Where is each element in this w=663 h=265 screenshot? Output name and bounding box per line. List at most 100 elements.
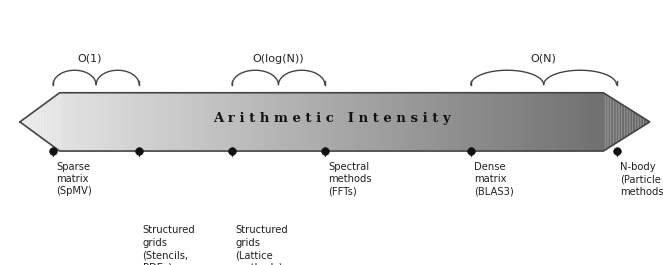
Polygon shape <box>416 93 418 151</box>
Polygon shape <box>546 93 548 151</box>
Polygon shape <box>477 93 478 151</box>
Polygon shape <box>535 93 536 151</box>
Polygon shape <box>66 93 67 151</box>
Polygon shape <box>20 121 21 123</box>
Polygon shape <box>552 93 554 151</box>
Polygon shape <box>163 93 165 151</box>
Polygon shape <box>371 93 373 151</box>
Polygon shape <box>42 105 44 139</box>
Polygon shape <box>628 108 629 136</box>
Text: Sparse
matrix
(SpMV): Sparse matrix (SpMV) <box>56 162 92 196</box>
Polygon shape <box>336 93 338 151</box>
Polygon shape <box>568 93 570 151</box>
Polygon shape <box>25 117 27 126</box>
Text: Structured
grids
(Lattice
methods): Structured grids (Lattice methods) <box>235 225 288 265</box>
Polygon shape <box>558 93 560 151</box>
Polygon shape <box>328 93 330 151</box>
Polygon shape <box>54 95 56 148</box>
Polygon shape <box>292 93 294 151</box>
Polygon shape <box>595 93 596 151</box>
Polygon shape <box>157 93 158 151</box>
Polygon shape <box>585 93 587 151</box>
Polygon shape <box>607 95 609 149</box>
Polygon shape <box>588 93 590 151</box>
Polygon shape <box>437 93 439 151</box>
Polygon shape <box>308 93 310 151</box>
Polygon shape <box>321 93 322 151</box>
Polygon shape <box>459 93 461 151</box>
Polygon shape <box>162 93 163 151</box>
Polygon shape <box>187 93 188 151</box>
Polygon shape <box>247 93 248 151</box>
Polygon shape <box>554 93 556 151</box>
Polygon shape <box>359 93 360 151</box>
Polygon shape <box>91 93 92 151</box>
Polygon shape <box>209 93 210 151</box>
Polygon shape <box>643 118 645 126</box>
Polygon shape <box>464 93 465 151</box>
Polygon shape <box>177 93 179 151</box>
Polygon shape <box>414 93 415 151</box>
Polygon shape <box>258 93 259 151</box>
Polygon shape <box>116 93 117 151</box>
Polygon shape <box>582 93 583 151</box>
Polygon shape <box>213 93 215 151</box>
Polygon shape <box>305 93 306 151</box>
Polygon shape <box>40 106 42 138</box>
Polygon shape <box>390 93 391 151</box>
Polygon shape <box>146 93 147 151</box>
Polygon shape <box>409 93 410 151</box>
Polygon shape <box>461 93 462 151</box>
Polygon shape <box>263 93 264 151</box>
Polygon shape <box>462 93 464 151</box>
Polygon shape <box>457 93 459 151</box>
Polygon shape <box>487 93 489 151</box>
Polygon shape <box>571 93 573 151</box>
Polygon shape <box>119 93 121 151</box>
Polygon shape <box>519 93 520 151</box>
Polygon shape <box>516 93 517 151</box>
Polygon shape <box>184 93 185 151</box>
Polygon shape <box>46 101 48 143</box>
Polygon shape <box>276 93 278 151</box>
Polygon shape <box>195 93 196 151</box>
Polygon shape <box>215 93 217 151</box>
Polygon shape <box>428 93 430 151</box>
Polygon shape <box>52 98 53 146</box>
Polygon shape <box>442 93 444 151</box>
Polygon shape <box>114 93 116 151</box>
Polygon shape <box>560 93 562 151</box>
Polygon shape <box>542 93 544 151</box>
Polygon shape <box>310 93 311 151</box>
Polygon shape <box>97 93 99 151</box>
Polygon shape <box>596 93 598 151</box>
Polygon shape <box>122 93 124 151</box>
Polygon shape <box>269 93 271 151</box>
Polygon shape <box>570 93 571 151</box>
Polygon shape <box>634 112 636 132</box>
Polygon shape <box>626 107 628 137</box>
Polygon shape <box>84 93 86 151</box>
Polygon shape <box>139 93 141 151</box>
Polygon shape <box>447 93 448 151</box>
Polygon shape <box>404 93 406 151</box>
Polygon shape <box>165 93 166 151</box>
Polygon shape <box>467 93 469 151</box>
Polygon shape <box>237 93 239 151</box>
Polygon shape <box>444 93 445 151</box>
Polygon shape <box>486 93 487 151</box>
Polygon shape <box>563 93 565 151</box>
Polygon shape <box>143 93 145 151</box>
Polygon shape <box>338 93 339 151</box>
Polygon shape <box>503 93 505 151</box>
Polygon shape <box>203 93 204 151</box>
Polygon shape <box>271 93 272 151</box>
Polygon shape <box>363 93 365 151</box>
Polygon shape <box>127 93 129 151</box>
Polygon shape <box>83 93 84 151</box>
Polygon shape <box>239 93 240 151</box>
Polygon shape <box>645 119 646 125</box>
Polygon shape <box>210 93 212 151</box>
Polygon shape <box>385 93 387 151</box>
Polygon shape <box>384 93 385 151</box>
